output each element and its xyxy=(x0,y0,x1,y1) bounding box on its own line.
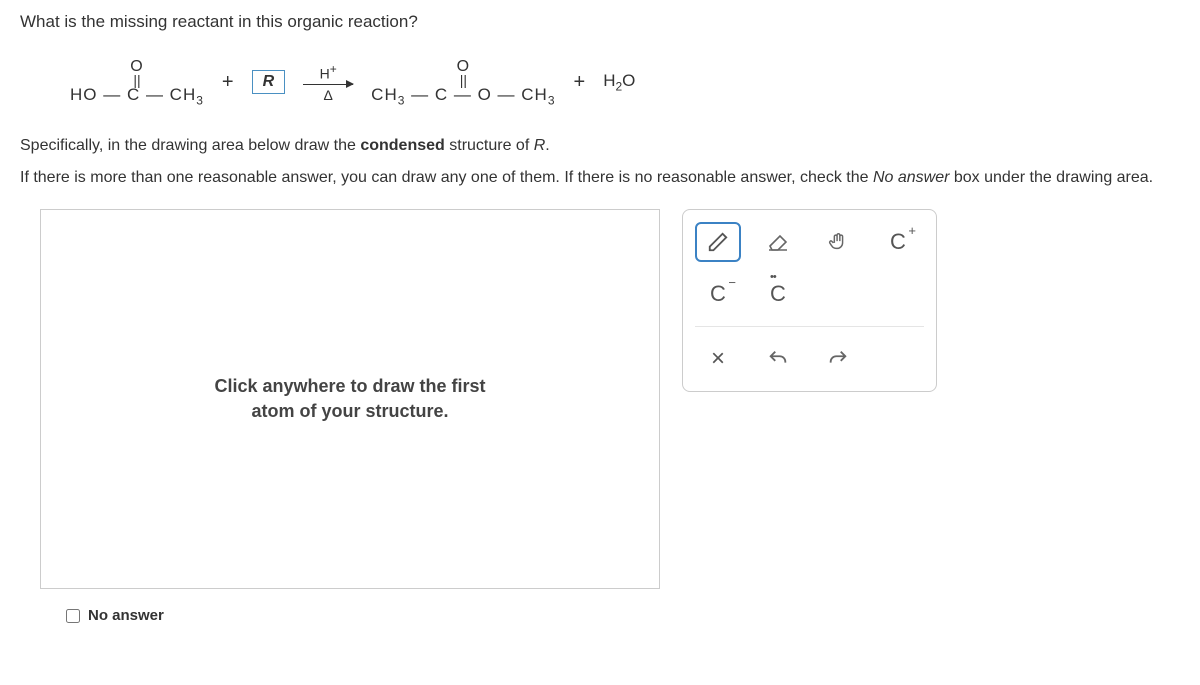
note-prefix: If there is more than one reasonable ans… xyxy=(20,169,873,186)
drawing-canvas[interactable]: Click anywhere to draw the first atom of… xyxy=(40,209,660,589)
double-bond-2: || xyxy=(460,76,467,84)
pencil-tool[interactable] xyxy=(695,222,741,262)
reactant1-formula: HO — C — CH3 xyxy=(70,85,204,108)
charge-plus-tool[interactable]: C xyxy=(875,222,921,262)
plus-sign-1: + xyxy=(222,71,234,94)
tool-row-2: C C xyxy=(695,274,924,314)
instr-r: R xyxy=(534,137,546,154)
c-plus-icon: C xyxy=(890,229,906,255)
reactant1-sub: 3 xyxy=(196,93,204,107)
question-prompt: What is the missing reactant in this org… xyxy=(20,12,1180,32)
c-minus-icon: C xyxy=(710,281,726,307)
note-italic: No answer xyxy=(873,169,949,186)
tool-row-1: C xyxy=(695,222,924,262)
clear-tool[interactable]: × xyxy=(695,339,741,379)
eraser-icon xyxy=(766,232,790,252)
instr-prefix: Specifically, in the drawing area below … xyxy=(20,137,360,154)
workspace: Click anywhere to draw the first atom of… xyxy=(20,209,1180,589)
reactant1-main: HO — C — CH xyxy=(70,85,196,104)
plus-sign-2: + xyxy=(574,71,586,94)
undo-tool[interactable] xyxy=(755,339,801,379)
no-answer-label[interactable]: No answer xyxy=(88,607,164,624)
instr-suffix: structure of xyxy=(445,137,534,154)
toolbox: C C C × xyxy=(682,209,937,392)
arrow-condition-top: H+ xyxy=(320,62,337,82)
instr-bold: condensed xyxy=(360,137,444,154)
product1-a: CH xyxy=(371,85,398,104)
eraser-tool[interactable] xyxy=(755,222,801,262)
arrow-line xyxy=(303,84,353,85)
note-suffix: box under the drawing area. xyxy=(949,169,1153,186)
no-answer-row: No answer xyxy=(66,607,1180,624)
reactant-acetic-acid: O || HO — C — CH3 xyxy=(70,57,204,107)
double-bond: || xyxy=(133,76,140,84)
product1-formula: CH3 — C — O — CH3 xyxy=(371,85,555,108)
undo-icon xyxy=(767,348,789,370)
reaction-arrow: H+ Δ xyxy=(303,62,353,103)
c-dots-icon: C xyxy=(770,281,786,307)
product-ester: O || CH3 — C — O — CH3 xyxy=(371,57,555,107)
drawing-prompt: Click anywhere to draw the first atom of… xyxy=(214,374,485,424)
prompt-line1: Click anywhere to draw the first xyxy=(214,374,485,399)
hand-tool[interactable] xyxy=(815,222,861,262)
water-product: H2O xyxy=(603,71,635,93)
prompt-line2: atom of your structure. xyxy=(214,399,485,424)
water-h: H xyxy=(603,71,615,90)
product1-sub-b: 3 xyxy=(548,93,556,107)
condensed-instruction: Specifically, in the drawing area below … xyxy=(20,137,1180,155)
water-o: O xyxy=(622,71,635,90)
pencil-icon xyxy=(707,231,729,253)
reaction-equation: O || HO — C — CH3 + R H+ Δ O || CH3 — C … xyxy=(70,57,1180,107)
arrow-condition-bottom: Δ xyxy=(323,87,332,103)
product1-b: — C — O — CH xyxy=(405,85,547,104)
no-answer-checkbox[interactable] xyxy=(66,609,80,623)
redo-icon xyxy=(827,348,849,370)
unknown-reactant-box: R xyxy=(252,70,286,94)
close-icon: × xyxy=(711,345,725,373)
tool-divider xyxy=(695,326,924,327)
note-instruction: If there is more than one reasonable ans… xyxy=(20,169,1180,187)
hand-icon xyxy=(827,231,849,253)
instr-period: . xyxy=(545,137,549,154)
tool-row-3: × xyxy=(695,339,924,379)
charge-minus-tool[interactable]: C xyxy=(695,274,741,314)
redo-tool[interactable] xyxy=(815,339,861,379)
lone-pair-tool[interactable]: C xyxy=(755,274,801,314)
